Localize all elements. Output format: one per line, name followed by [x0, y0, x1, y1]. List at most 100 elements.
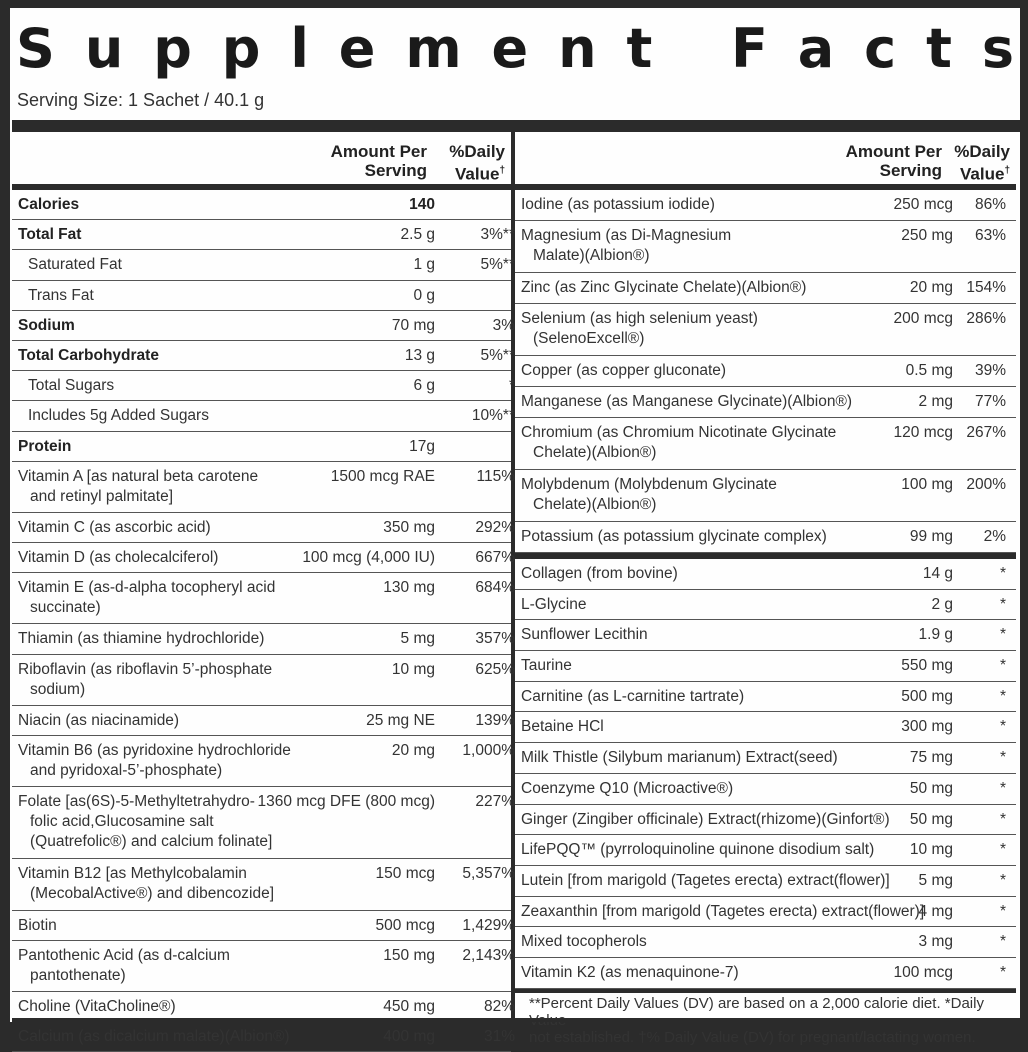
nutrient-amount: 130 mg — [383, 579, 435, 597]
nutrient-amount: 20 mg — [391, 742, 435, 759]
other-ingredient-rows: Collagen (from bovine) 14 g * L-Glycine 2 g *… — [515, 559, 1016, 989]
title-letter: p — [221, 17, 263, 80]
nutrient-amount: 2.5 g — [400, 226, 435, 244]
nutrient-amount: 350 mg — [383, 518, 435, 536]
nutrient-daily-value: 139% — [475, 711, 515, 729]
nutrient-daily-value: * — [999, 841, 1006, 859]
bottom-rule — [12, 1018, 1020, 1022]
nutrient-name: Selenium (as high selenium yeast) (Seleno… — [521, 310, 758, 347]
nutrient-daily-value: * — [999, 933, 1006, 951]
nutrient-name: Saturated Fat — [28, 256, 122, 274]
nutrient-daily-value: 63% — [974, 227, 1006, 244]
nutrient-row: Copper (as copper gluconate) 0.5 mg 39% — [515, 356, 1016, 387]
nutrient-amount: 5 mg — [400, 630, 435, 648]
nutrient-row: Zinc (as Zinc Glycinate Chelate)(Albion®… — [515, 273, 1016, 304]
nutrient-amount: 500 mg — [901, 687, 953, 705]
nutrient-row: Includes 5g Added Sugars 10%** — [12, 401, 515, 432]
nutrient-name: Ginger (Zingiber officinale) Extract(rhi… — [521, 810, 890, 828]
nutrient-amount: 50 mg — [909, 779, 953, 797]
nutrient-row: L-Glycine 2 g * — [515, 590, 1016, 621]
nutrient-name: Potassium (as potassium glycinate comple… — [521, 528, 827, 545]
nutrient-name: Vitamin B6 (as pyridoxine hydrochloride a… — [18, 742, 291, 779]
nutrient-daily-value: * — [999, 626, 1006, 644]
nutrient-name: Mixed tocopherols — [521, 933, 647, 951]
nutrient-amount: 50 mg — [909, 810, 953, 828]
title-letter: S — [16, 17, 57, 80]
nutrient-daily-value: 357% — [475, 630, 515, 648]
title-letter: l — [290, 17, 311, 80]
nutrient-daily-value: 267% — [966, 424, 1006, 441]
nutrient-name: Total Fat — [18, 226, 82, 244]
nutrient-name: Taurine — [521, 657, 572, 675]
nutrient-amount: 20 mg — [909, 279, 953, 296]
nutrient-amount: 100 mcg (4,000 IU) — [302, 549, 435, 567]
nutrient-amount: 10 mg — [909, 841, 953, 859]
nutrient-daily-value: 77% — [974, 393, 1006, 410]
nutrient-name: Vitamin A [as natural beta carotene and r… — [18, 467, 259, 505]
nutrient-amount: 1 g — [413, 256, 435, 274]
nutrient-daily-value: 86% — [974, 196, 1006, 213]
nutrient-name: LifePQQ™ (pyrroloquinoline quinone disod… — [521, 841, 875, 859]
title-letter: u — [84, 17, 126, 80]
title-letter: F — [730, 17, 770, 80]
nutrient-name: Molybdenum (Molybdenum Glycinate Chelate)… — [521, 476, 777, 513]
nutrient-name: Collagen (from bovine) — [521, 565, 678, 582]
nutrient-daily-value: * — [999, 779, 1006, 797]
title-letter: e — [491, 17, 531, 80]
amount-per-serving-header: Amount Per Serving — [845, 142, 942, 180]
nutrient-amount: 500 mcg — [375, 916, 435, 934]
nutrient-name: Copper (as copper gluconate) — [521, 362, 727, 379]
nutrient-row: Carnitine (as L-carnitine tartrate) 500 m… — [515, 682, 1016, 713]
nutrient-daily-value: 625% — [475, 660, 515, 678]
nutrient-row: Niacin (as niacinamide) 25 mg NE 139% — [12, 706, 515, 736]
nutrient-daily-value: * — [999, 595, 1006, 613]
nutrient-amount: 0 g — [413, 286, 435, 304]
nutrient-daily-value: 82% — [483, 997, 515, 1015]
nutrient-amount: 1360 mcg DFE (800 mcg) — [257, 793, 435, 811]
nutrient-amount: 120 mcg — [893, 424, 953, 441]
nutrient-row: Riboflavin (as riboflavin 5’-phosphate so… — [12, 655, 515, 706]
nutrient-row: Vitamin B12 [as Methylcobalamin (MecobalA… — [12, 859, 515, 911]
nutrient-name: Magnesium (as Di-Magnesium Malate)(Albion… — [521, 227, 732, 264]
nutrient-amount: 0.5 mg — [905, 362, 953, 379]
nutrient-row: Taurine 550 mg * — [515, 651, 1016, 682]
nutrient-name: Protein — [18, 437, 72, 455]
nutrient-amount: 13 g — [404, 346, 435, 364]
nutrient-name: Vitamin D (as cholecalciferol) — [18, 549, 219, 567]
nutrient-daily-value: 292% — [475, 518, 515, 536]
nutrient-daily-value: * — [999, 565, 1006, 582]
nutrient-daily-value: * — [999, 657, 1006, 675]
nutrient-amount: 99 mg — [909, 528, 953, 545]
nutrient-name: Vitamin E (as-d-alpha tocopheryl acid suc… — [18, 579, 276, 617]
nutrient-amount: 250 mcg — [893, 196, 953, 213]
nutrient-name: Carnitine (as L-carnitine tartrate) — [521, 687, 745, 705]
nutrient-amount: 100 mg — [901, 476, 953, 493]
nutrient-row: Protein 17g — [12, 432, 511, 462]
nutrient-daily-value: 1,429% — [462, 916, 515, 934]
nutrient-name: L-Glycine — [521, 595, 587, 613]
nutrient-row: Manganese (as Manganese Glycinate)(Albio… — [515, 387, 1016, 418]
nutrient-row: Zeaxanthin [from marigold (Tagetes erect… — [515, 897, 1016, 928]
nutrient-daily-value: 3% — [492, 316, 515, 334]
nutrient-row: Calcium (as dicalcium malate)(Albion®) 40… — [12, 1022, 515, 1052]
nutrient-amount: 150 mcg — [375, 865, 435, 883]
nutrient-daily-value: 154% — [966, 279, 1006, 296]
header-thick-rule — [515, 184, 1016, 190]
nutrient-row: Selenium (as high selenium yeast) (Seleno… — [515, 304, 1016, 356]
nutrient-name: Thiamin (as thiamine hydrochloride) — [18, 630, 265, 648]
nutrient-daily-value: 5,357% — [462, 865, 515, 883]
nutrient-amount: 250 mg — [901, 227, 953, 244]
nutrient-daily-value: * — [999, 871, 1006, 889]
nutrient-daily-value: * — [999, 902, 1006, 920]
nutrient-name: Vitamin K2 (as menaquinone-7) — [521, 963, 739, 981]
nutrient-daily-value: * — [999, 810, 1006, 828]
nutrient-row: Collagen (from bovine) 14 g * — [515, 559, 1016, 590]
footnote-rule — [515, 988, 1016, 993]
amount-per-serving-header: Amount Per Serving — [330, 142, 427, 180]
nutrient-daily-value: 2,143% — [462, 946, 515, 964]
title-letter: a — [797, 17, 837, 80]
daily-value-header: %Daily Value† — [954, 142, 1010, 184]
nutrient-name: Choline (VitaCholine®) — [18, 997, 176, 1015]
